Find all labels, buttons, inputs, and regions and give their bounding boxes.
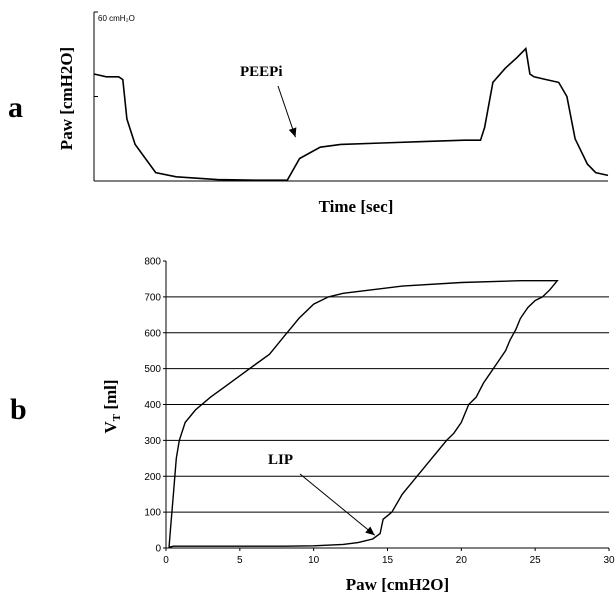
y-tick-label: 300: [144, 436, 161, 447]
panel-a: 60 cmH₂O Paw [cmH2O] Time [sec] PEEPi: [57, 11, 609, 216]
panel-letter-b: b: [10, 393, 27, 426]
panel-b-x-axis-title: Paw [cmH2O]: [346, 575, 449, 594]
annotation-peepi: PEEPi: [240, 64, 283, 80]
x-tick-label: 25: [530, 555, 542, 566]
y-tick-label: 100: [144, 508, 161, 519]
panel-b-y-axis-title: VT [ml]: [101, 379, 123, 433]
annotation-peepi-arrowhead: [288, 127, 297, 138]
panel-a-scale-label: 60 cmH₂O: [98, 14, 135, 23]
panel-letter-a: a: [8, 91, 23, 124]
y-tick-label: 700: [144, 292, 161, 303]
annotation-peepi-arrow: [277, 85, 296, 138]
panel-b-y-axis-title-main: V: [101, 421, 120, 434]
x-tick-label: 0: [163, 555, 169, 566]
panel-a-x-axis-title: Time [sec]: [319, 197, 394, 216]
y-tick-label: 400: [144, 400, 161, 411]
annotation-lip-arrowhead: [365, 526, 375, 536]
panel-b-y-axis-title-sub: T: [111, 413, 123, 421]
panel-b-x-ticks: 0 5 10 15 20 25 30: [163, 548, 615, 566]
x-tick-label: 15: [382, 555, 394, 566]
panel-b-series-loop: [168, 280, 559, 549]
x-tick-label: 10: [308, 555, 320, 566]
y-tick-label: 200: [144, 472, 161, 483]
y-tick-label: 800: [144, 257, 161, 268]
x-tick-label: 30: [603, 555, 615, 566]
y-tick-label: 600: [144, 328, 161, 339]
panel-a-series-line: [93, 46, 609, 181]
panel-b-y-ticks: 0 100 200 300 400 500 600 700 800: [144, 257, 166, 555]
x-tick-label: 20: [456, 555, 468, 566]
annotation-lip: LIP: [268, 452, 293, 468]
panel-b-gridlines: [166, 296, 609, 513]
y-tick-label: 500: [144, 364, 161, 375]
annotation-lip-arrow: [299, 473, 376, 536]
panel-b-y-axis-title-unit: [ml]: [101, 379, 120, 413]
x-tick-label: 5: [237, 555, 243, 566]
panel-b: 0 100 200 300 400 500 600 700 800 0 5 10 15 20 25 30 V…: [101, 257, 615, 595]
y-tick-label: 0: [155, 544, 161, 555]
panel-a-y-axis-title: Paw [cmH2O]: [57, 47, 76, 150]
